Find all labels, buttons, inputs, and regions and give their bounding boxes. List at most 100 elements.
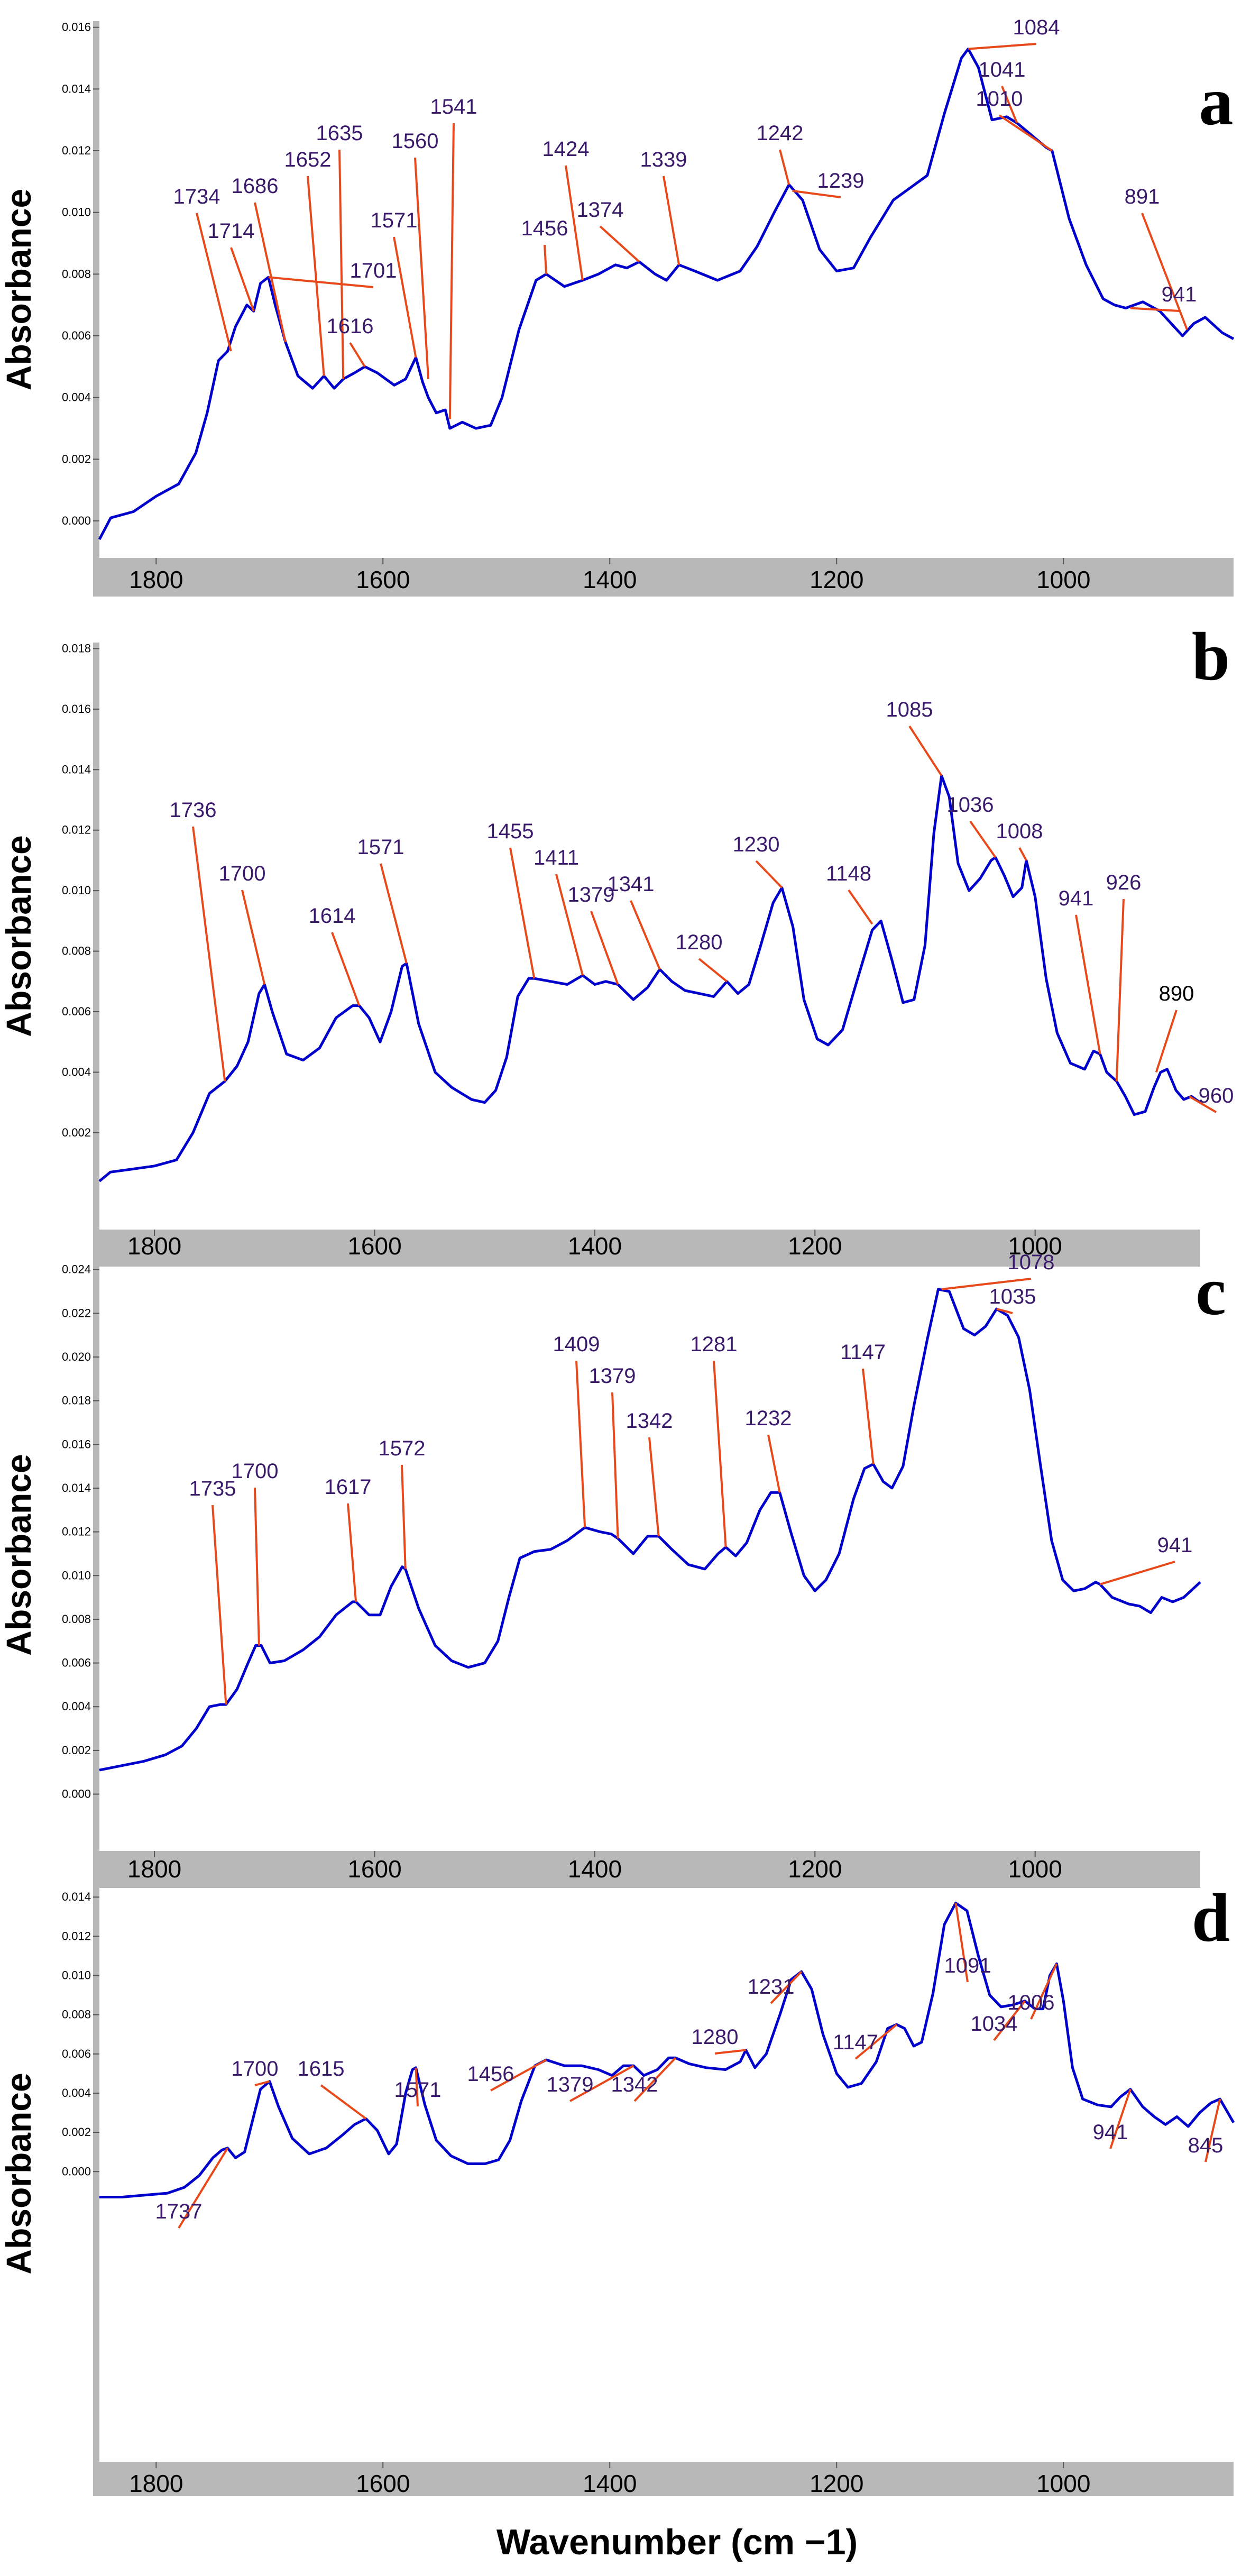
peak-leader-line [565,165,584,281]
peak-label: 1635 [316,122,363,145]
y-tick-label: 0.012 [62,144,91,157]
peak-leader-line [178,2147,229,2229]
peak-leader-line [954,1903,969,1983]
peak-label: 1456 [467,2062,514,2086]
peak-label: 1232 [745,1407,792,1430]
peak-leader-line [1189,1095,1217,1113]
peak-label: 1078 [1008,1251,1055,1274]
panel-a: 0.000 0.002 0.004 0.006 0.008 0.010 0.012 0.014… [0,16,1235,597]
x-tick-label: 1600 [347,1232,401,1260]
peak-label: 1409 [553,1333,600,1356]
peak-label: 1652 [284,148,332,171]
peak-label: 1147 [833,2031,878,2054]
peak-label: 1616 [327,315,374,338]
peak-label: 1700 [219,862,266,885]
peak-leader-line [331,932,361,1006]
peak-leader-line [633,2057,677,2102]
peak-leader-line [415,2067,419,2107]
peak-leader-line [338,149,345,379]
peak-leader-line [1130,307,1180,312]
y-tick-label: 0.002 [62,1126,91,1139]
peak-leader-line [414,157,430,379]
peak-leader-line [1155,1010,1178,1073]
y-tick-label: 0.014 [62,1481,91,1495]
y-tick-label: 0.006 [62,1005,91,1018]
peak-leader-line [1099,1561,1175,1585]
peak-label: 1342 [626,1409,673,1433]
peak-leader-line [1018,847,1027,861]
peak-leader-line [969,820,997,858]
peak-label: 1734 [173,185,220,208]
peak-label: 1686 [232,175,279,198]
peak-leader-line [393,236,417,358]
peak-label: 1571 [371,209,418,232]
y-tick-label: 0.006 [62,1656,91,1670]
peak-label: 891 [1125,185,1160,208]
y-tick-label: 0.008 [62,2008,91,2021]
peak-leader-line [1115,899,1125,1081]
y-tick-label: 0.022 [62,1306,91,1319]
peak-label: 1339 [640,148,687,171]
peak-leader-line [630,900,661,970]
peak-leader-line [196,213,232,352]
x-tick-label: 1200 [810,2470,863,2497]
peak-label: 1700 [232,1460,279,1483]
peak-label: 1091 [944,1954,991,1977]
y-tick-label: 0.010 [62,1969,91,1982]
peak-leader-line [848,889,873,925]
peak-label: 1239 [817,169,864,192]
peak-leader-line [599,225,640,263]
peak-leader-line [401,1464,407,1569]
y-tick-label: 0.004 [62,391,91,404]
peak-label: 1736 [170,799,217,822]
y-tick-label: 0.014 [62,82,91,95]
peak-label: 1455 [487,820,534,843]
y-tick-label: 0.012 [62,1929,91,1942]
peak-leader-line [590,911,619,985]
peak-leader-line [714,2049,746,2055]
peak-leader-line [575,1360,586,1528]
panel-letter: b [1192,619,1230,695]
peak-label: 1041 [979,58,1026,81]
y-tick-label: 0.004 [62,1700,91,1713]
x-tick-label: 1000 [1036,2470,1090,2497]
x-axis-band [93,558,1234,597]
peak-label: 1231 [748,1975,795,1999]
peak-label: 926 [1106,871,1142,894]
x-tick-label: 1600 [347,1855,401,1883]
y-axis-bar [93,21,99,558]
y-axis-bar [93,1885,99,2462]
y-tick-label: 0.010 [62,206,91,219]
peak-label: 1280 [676,931,723,954]
peak-label: 1342 [611,2073,658,2096]
y-axis-label: Absorbance [0,835,38,1037]
y-tick-label: 0.018 [62,641,91,655]
peak-leader-line [713,1360,727,1547]
y-tick-label: 0.010 [62,884,91,897]
peak-leader-line [1141,213,1188,331]
peak-leader-line [862,1368,875,1464]
peak-leader-line [211,1505,227,1705]
y-axis-label: Absorbance [0,2073,38,2274]
peak-leader-line [779,149,790,185]
peak-leader-line [192,826,226,1081]
x-tick-label: 1000 [1008,1232,1062,1260]
peak-leader-line [998,114,1053,152]
panel-letter: a [1199,63,1234,140]
peak-label: 1617 [325,1475,372,1499]
y-tick-label: 0.008 [62,267,91,280]
peak-label: 1147 [840,1341,886,1364]
peak-leader-line [254,2080,270,2086]
peak-label: 1424 [542,137,590,161]
x-tick-label: 1600 [356,2470,410,2497]
peak-label: 890 [1159,982,1194,1005]
y-tick-label: 0.004 [62,1065,91,1078]
peak-label: 1010 [976,87,1023,111]
peak-leader-line [268,276,374,288]
peak-leader-line [767,1434,781,1493]
peak-leader-line [1075,914,1101,1055]
peak-leader-line [770,1970,803,2004]
y-axis-bar [93,1259,99,1851]
peak-label: 1036 [947,793,994,817]
